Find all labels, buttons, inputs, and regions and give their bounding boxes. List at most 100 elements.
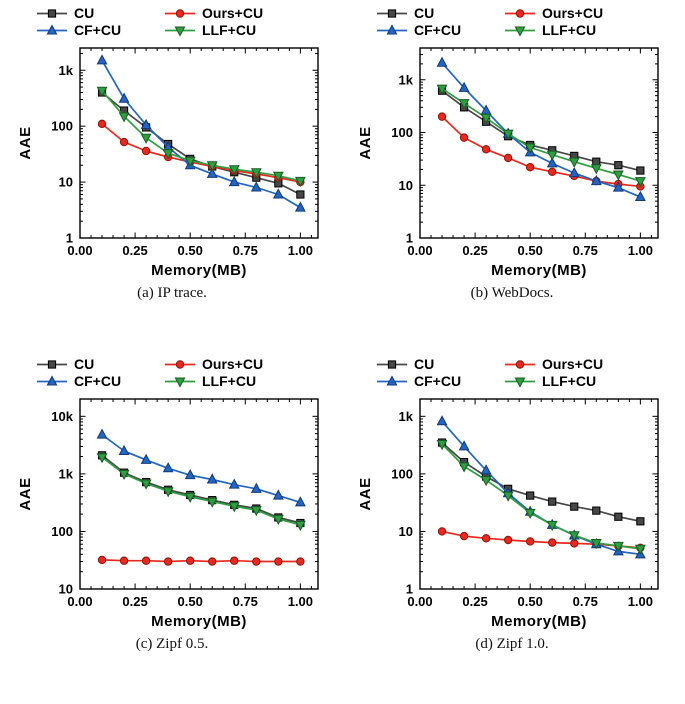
series-ours-cu: [437, 527, 645, 552]
svg-text:100: 100: [391, 466, 413, 481]
series-ours-cu: [97, 555, 305, 566]
subplot-c: CU Ours+CU CF+CU LLF+CU 0.00 0.25 0.50 0.75 1.0…: [2, 352, 342, 703]
legend-item-llf-cu: LLF+CU: [164, 373, 296, 389]
svg-text:0.50: 0.50: [178, 594, 203, 609]
legend-item-cf-cu: CF+CU: [36, 22, 154, 38]
legend-label-cf-cu: CF+CU: [414, 373, 462, 389]
svg-text:1.00: 1.00: [628, 243, 653, 258]
legend-label-ours-cu: Ours+CU: [542, 5, 604, 21]
svg-text:AAE: AAE: [17, 126, 34, 159]
svg-text:1: 1: [406, 231, 413, 246]
legend-b: CU Ours+CU CF+CU LLF+CU: [376, 5, 636, 38]
svg-text:0.25: 0.25: [462, 594, 487, 609]
legend-marker-cu-icon: [377, 359, 407, 369]
legend-marker-ours-cu-icon: [165, 8, 195, 18]
legend-item-llf-cu: LLF+CU: [164, 22, 296, 38]
subplot-b: CU Ours+CU CF+CU LLF+CU 0.00 0.25 0.50 0.75 1.0…: [342, 1, 682, 352]
svg-text:0.00: 0.00: [67, 243, 92, 258]
svg-text:Memory(MB): Memory(MB): [151, 613, 247, 630]
legend-marker-ours-cu-icon: [505, 359, 535, 369]
chart-svg: 0.00 0.25 0.50 0.75 1.00 1 10 100 1k Memory(MB) AA…: [357, 398, 659, 630]
svg-text:0.00: 0.00: [67, 594, 92, 609]
legend-item-ours-cu: Ours+CU: [504, 5, 636, 21]
legend-marker-cu-icon: [37, 8, 67, 18]
legend-marker-llf-cu-icon: [505, 26, 535, 37]
svg-text:0.75: 0.75: [233, 243, 258, 258]
svg-text:Memory(MB): Memory(MB): [151, 262, 247, 279]
legend-d: CU Ours+CU CF+CU LLF+CU: [376, 356, 636, 389]
axis-ticks: [419, 399, 658, 590]
legend-item-ours-cu: Ours+CU: [164, 356, 296, 372]
chart-c: 0.00 0.25 0.50 0.75 1.00 10 100 1k 10k Memory(MB)…: [16, 393, 328, 633]
svg-text:100: 100: [391, 125, 413, 140]
legend-label-llf-cu: LLF+CU: [202, 22, 257, 38]
legend-label-cu: CU: [74, 356, 95, 372]
svg-text:10: 10: [399, 178, 413, 193]
series-llf-cu: [96, 453, 306, 532]
plot-frame: [419, 398, 659, 590]
svg-text:Memory(MB): Memory(MB): [491, 262, 587, 279]
legend-label-cu: CU: [74, 5, 95, 21]
svg-text:100: 100: [51, 119, 73, 134]
legend-item-cu: CU: [36, 5, 154, 21]
plot-frame: [419, 47, 659, 239]
legend-marker-ours-cu-icon: [165, 359, 195, 369]
legend-item-cf-cu: CF+CU: [376, 373, 494, 389]
legend-label-llf-cu: LLF+CU: [542, 22, 597, 38]
svg-text:0.00: 0.00: [407, 594, 432, 609]
svg-text:1.00: 1.00: [288, 243, 313, 258]
svg-text:0.50: 0.50: [178, 243, 203, 258]
series-cu: [97, 451, 305, 528]
svg-text:AAE: AAE: [17, 477, 34, 510]
subplot-c-caption: (c) Zipf 0.5.: [135, 636, 209, 652]
svg-text:1k: 1k: [59, 466, 74, 481]
svg-text:AAE: AAE: [357, 126, 374, 159]
series-llf-cu: [96, 86, 306, 188]
chart-svg: 0.00 0.25 0.50 0.75 1.00 1 10 100 1k Memory(MB) AA…: [357, 47, 659, 279]
axis-ticks: [79, 48, 318, 239]
chart-svg: 0.00 0.25 0.50 0.75 1.00 10 100 1k 10k Memory(MB)…: [17, 398, 319, 630]
chart-a: 0.00 0.25 0.50 0.75 1.00 1 10 100 1k Memory(MB) AA…: [16, 42, 328, 282]
legend-label-llf-cu: LLF+CU: [202, 373, 257, 389]
legend-item-cu: CU: [376, 5, 494, 21]
series-cf-cu: [436, 56, 646, 201]
legend-item-llf-cu: LLF+CU: [504, 373, 636, 389]
svg-text:0.75: 0.75: [233, 594, 258, 609]
svg-text:0.25: 0.25: [462, 243, 487, 258]
svg-text:0.00: 0.00: [407, 243, 432, 258]
svg-text:10k: 10k: [51, 409, 73, 424]
svg-text:1: 1: [66, 231, 73, 246]
chart-svg: 0.00 0.25 0.50 0.75 1.00 1 10 100 1k Memory(MB) AA…: [17, 47, 319, 279]
svg-text:0.50: 0.50: [518, 594, 543, 609]
subplot-a: CU Ours+CU CF+CU LLF+CU 0.00 0.25 0.50 0.75 1.0…: [2, 1, 342, 352]
series-llf-cu: [436, 84, 646, 188]
legend-marker-llf-cu-icon: [165, 377, 195, 388]
legend-marker-cf-cu-icon: [37, 374, 67, 385]
legend-label-ours-cu: Ours+CU: [202, 356, 264, 372]
svg-text:0.75: 0.75: [573, 594, 598, 609]
svg-text:10: 10: [399, 524, 413, 539]
subplot-d-caption: (d) Zipf 1.0.: [475, 636, 549, 652]
legend-marker-llf-cu-icon: [505, 377, 535, 388]
legend-item-cf-cu: CF+CU: [36, 373, 154, 389]
series-cu: [437, 86, 645, 175]
legend-label-ours-cu: Ours+CU: [542, 356, 604, 372]
svg-text:AAE: AAE: [357, 477, 374, 510]
svg-text:1.00: 1.00: [628, 594, 653, 609]
svg-text:1k: 1k: [399, 72, 414, 87]
series-cf-cu: [96, 428, 306, 507]
axis-ticks: [79, 399, 318, 590]
axis-ticks: [419, 48, 658, 239]
legend-marker-cf-cu-icon: [37, 23, 67, 34]
svg-text:10: 10: [59, 582, 73, 597]
legend-a: CU Ours+CU CF+CU LLF+CU: [36, 5, 296, 38]
legend-item-cu: CU: [36, 356, 154, 372]
svg-text:1: 1: [406, 582, 413, 597]
legend-label-cf-cu: CF+CU: [414, 22, 462, 38]
legend-label-llf-cu: LLF+CU: [542, 373, 597, 389]
legend-label-cu: CU: [414, 5, 435, 21]
svg-text:Memory(MB): Memory(MB): [491, 613, 587, 630]
svg-text:1.00: 1.00: [288, 594, 313, 609]
plot-frame: [79, 47, 319, 239]
